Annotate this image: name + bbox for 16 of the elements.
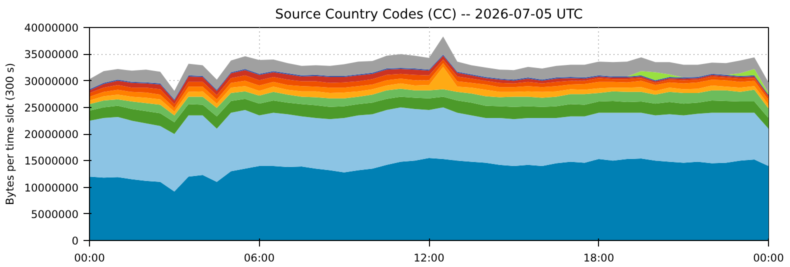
y-tick-label: 5000000 [31,208,79,221]
x-tick-label: 00:00 [74,252,106,264]
x-tick-label: 18:00 [583,252,614,264]
y-tick-label: 30000000 [24,74,79,88]
y-tick-label: 0 [72,234,79,248]
chart-title: Source Country Codes (CC) -- 2026-07-05 UTC [275,8,583,22]
y-tick-label: 10000000 [24,181,79,194]
x-tick-label: 06:00 [244,252,275,264]
y-axis-title: Bytes per time slot (300 s) [3,62,16,206]
y-tick-label: 15000000 [24,154,79,168]
y-tick-label: 40000000 [24,22,79,34]
x-tick-label: 12:00 [414,252,445,264]
y-tick-label: 35000000 [24,48,79,62]
y-tick-label: 20000000 [24,128,79,141]
x-tick-label: 00:00 [753,252,784,264]
y-tick-label: 25000000 [24,101,79,114]
